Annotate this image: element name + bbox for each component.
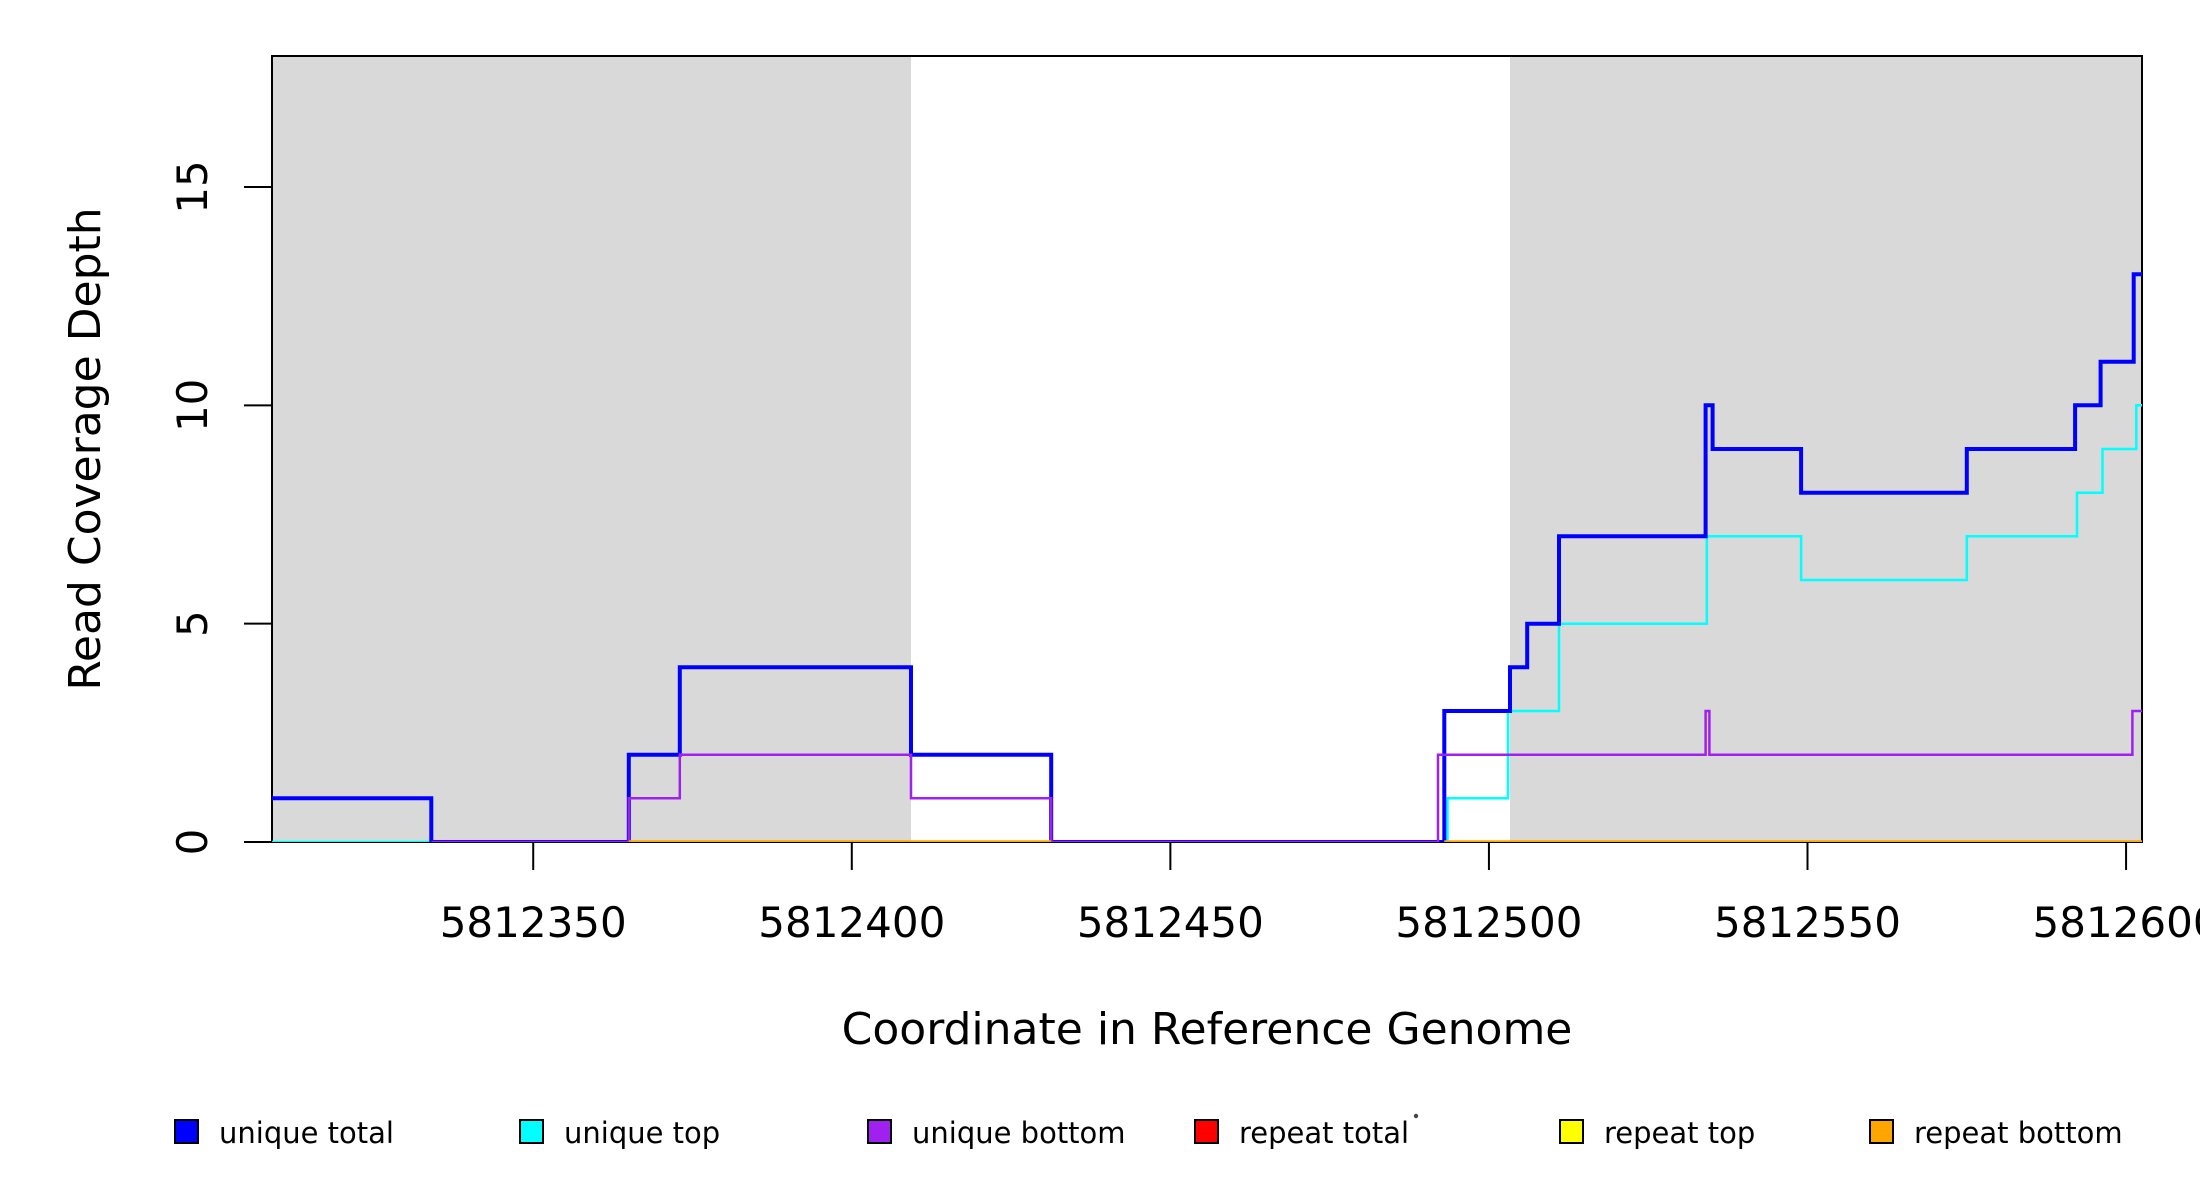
y-tick-label: 5 bbox=[168, 610, 217, 637]
legend-swatch-unique-top bbox=[519, 1119, 544, 1144]
x-tick-label: 5812450 bbox=[1077, 898, 1264, 947]
legend-entry-unique-total: unique total bbox=[174, 1116, 394, 1150]
series-step-lines bbox=[272, 272, 2142, 842]
shaded-regions bbox=[272, 56, 2142, 842]
shaded-region bbox=[272, 56, 912, 842]
x-axis-ticks: 5812350 5812400 5812450 5812500 5812550 58126… bbox=[440, 842, 2200, 947]
series-line-unique-total bbox=[272, 272, 2142, 842]
legend-entry-unique-top: unique top bbox=[519, 1116, 720, 1150]
legend-swatch-repeat-total bbox=[1194, 1119, 1219, 1144]
legend-swatch-repeat-top bbox=[1559, 1119, 1584, 1144]
legend-label: repeat bottom bbox=[1914, 1116, 2123, 1150]
legend-entry-repeat-total: repeat total bbox=[1194, 1116, 1409, 1150]
y-axis-ticks: 0 5 10 15 bbox=[168, 160, 272, 855]
legend-swatch-repeat-bottom bbox=[1869, 1119, 1894, 1144]
y-tick-label: 15 bbox=[168, 160, 217, 213]
x-axis-title: Coordinate in Reference Genome bbox=[842, 1004, 1573, 1055]
legend-swatch-unique-total bbox=[174, 1119, 199, 1144]
legend-label: unique total bbox=[219, 1116, 394, 1150]
series-line-unique-top bbox=[272, 404, 2142, 842]
legend-entry-unique-bottom: unique bottom bbox=[867, 1116, 1126, 1150]
legend-entry-repeat-bottom: repeat bottom bbox=[1869, 1116, 2123, 1150]
x-tick-label: 5812550 bbox=[1714, 898, 1901, 947]
legend-label: repeat top bbox=[1604, 1116, 1755, 1150]
legend-swatch-unique-bottom bbox=[867, 1119, 892, 1144]
x-tick-label: 5812500 bbox=[1395, 898, 1582, 947]
legend-label: unique bottom bbox=[912, 1116, 1126, 1150]
series-line-unique-bottom bbox=[431, 709, 2142, 842]
legend-entry-repeat-top: repeat top bbox=[1559, 1116, 1755, 1150]
y-tick-label: 0 bbox=[168, 829, 217, 856]
legend-label: repeat total bbox=[1239, 1116, 1409, 1150]
x-tick-label: 5812350 bbox=[440, 898, 627, 947]
y-axis-title: Read Coverage Depth bbox=[60, 207, 111, 690]
x-tick-label: 5812400 bbox=[758, 898, 945, 947]
y-tick-label: 10 bbox=[168, 379, 217, 432]
legend: unique total unique top unique bottom repea… bbox=[174, 1116, 2123, 1150]
legend-label: unique top bbox=[564, 1116, 720, 1150]
stray-dot bbox=[1413, 1113, 1419, 1119]
